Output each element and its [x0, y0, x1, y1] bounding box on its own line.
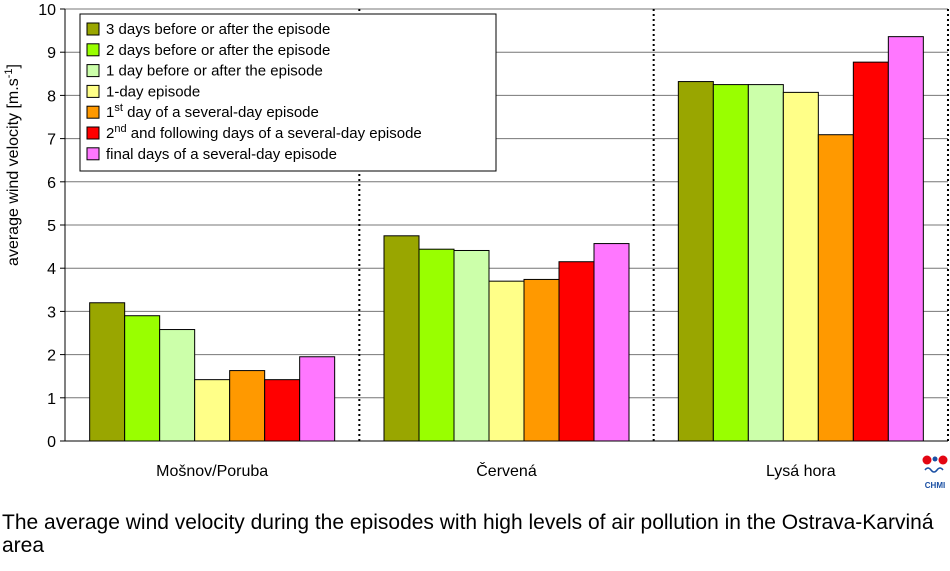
legend-entry: 1-day episode [106, 83, 200, 100]
legend-entry: 2 days before or after the episode [106, 42, 330, 59]
axes [64, 9, 949, 442]
y-axis-label-superscript: -1 [3, 69, 15, 79]
chart: 0 1 2 3 4 5 6 7 8 9 10 Mošnov/Poruba Červená Lysá ho… [3, 2, 949, 490]
legend-box [79, 13, 497, 172]
bar [558, 261, 595, 442]
figure-caption: The average wind velocity during the epi… [2, 511, 934, 557]
category-label: Lysá hora [766, 463, 836, 480]
category-label: Mošnov/Poruba [156, 463, 268, 480]
logo-wave [924, 467, 944, 473]
bar [299, 356, 336, 442]
bar [593, 243, 630, 442]
y-tick-label: 4 [47, 261, 56, 278]
bar [229, 370, 266, 442]
y-axis-label: average wind velocity [m.s-1] [3, 64, 22, 266]
legend-entry: 1 day before or after the episode [106, 63, 323, 80]
y-tick-label: 1 [47, 391, 56, 408]
y-axis-label-end: ] [5, 64, 22, 68]
legend-entry: 2nd and following days of a several-day … [106, 123, 422, 142]
legend-entry: final days of a several-day episode [106, 146, 337, 163]
bar [383, 235, 420, 442]
legend-swatch [86, 22, 100, 36]
bar [124, 315, 161, 442]
legend-swatch [86, 105, 100, 119]
legend-swatch [86, 43, 100, 57]
y-tick-label: 9 [47, 45, 56, 62]
bar [264, 379, 301, 442]
bar [747, 84, 784, 442]
category-label: Červená [476, 461, 537, 480]
legend-entry: 1st day of a several-day episode [106, 102, 319, 121]
legend-entry: 3 days before or after the episode [106, 21, 330, 38]
y-tick-label: 6 [47, 175, 56, 192]
logo-circle-left [922, 455, 932, 465]
bar [782, 91, 819, 442]
y-tick-label: 8 [47, 88, 56, 105]
y-tick-label: 2 [47, 348, 56, 365]
bar [488, 280, 525, 442]
bar [887, 36, 924, 442]
y-tick-label: 10 [38, 2, 56, 19]
bar [418, 248, 455, 442]
legend: 3 days before or after the episode 2 days… [79, 13, 497, 172]
y-tick-label: 3 [47, 304, 56, 321]
y-tick-label: 7 [47, 132, 56, 149]
legend-swatch [86, 84, 100, 98]
legend-swatch [86, 147, 100, 161]
y-axis-label-main: average wind velocity [m.s [5, 78, 22, 266]
bars [89, 36, 924, 442]
category-labels: Mošnov/Poruba Červená Lysá hora [156, 461, 836, 480]
bar [194, 379, 231, 442]
bar [712, 84, 749, 442]
bar [523, 278, 560, 442]
bar [852, 61, 889, 442]
legend-swatch [86, 126, 100, 140]
y-tick-label: 0 [47, 434, 56, 451]
logo-text: CHMI [925, 481, 945, 490]
chmi-logo: CHMI [922, 455, 948, 490]
bar [677, 81, 714, 442]
bar [159, 329, 196, 442]
bar [453, 249, 490, 442]
y-tick-label: 5 [47, 218, 56, 235]
y-tick-labels: 0 1 2 3 4 5 6 7 8 9 10 [38, 2, 56, 451]
logo-circle-middle [932, 456, 938, 462]
legend-swatch [86, 64, 100, 78]
bar [89, 302, 126, 442]
bar [817, 134, 854, 442]
logo-circle-right [938, 455, 948, 465]
